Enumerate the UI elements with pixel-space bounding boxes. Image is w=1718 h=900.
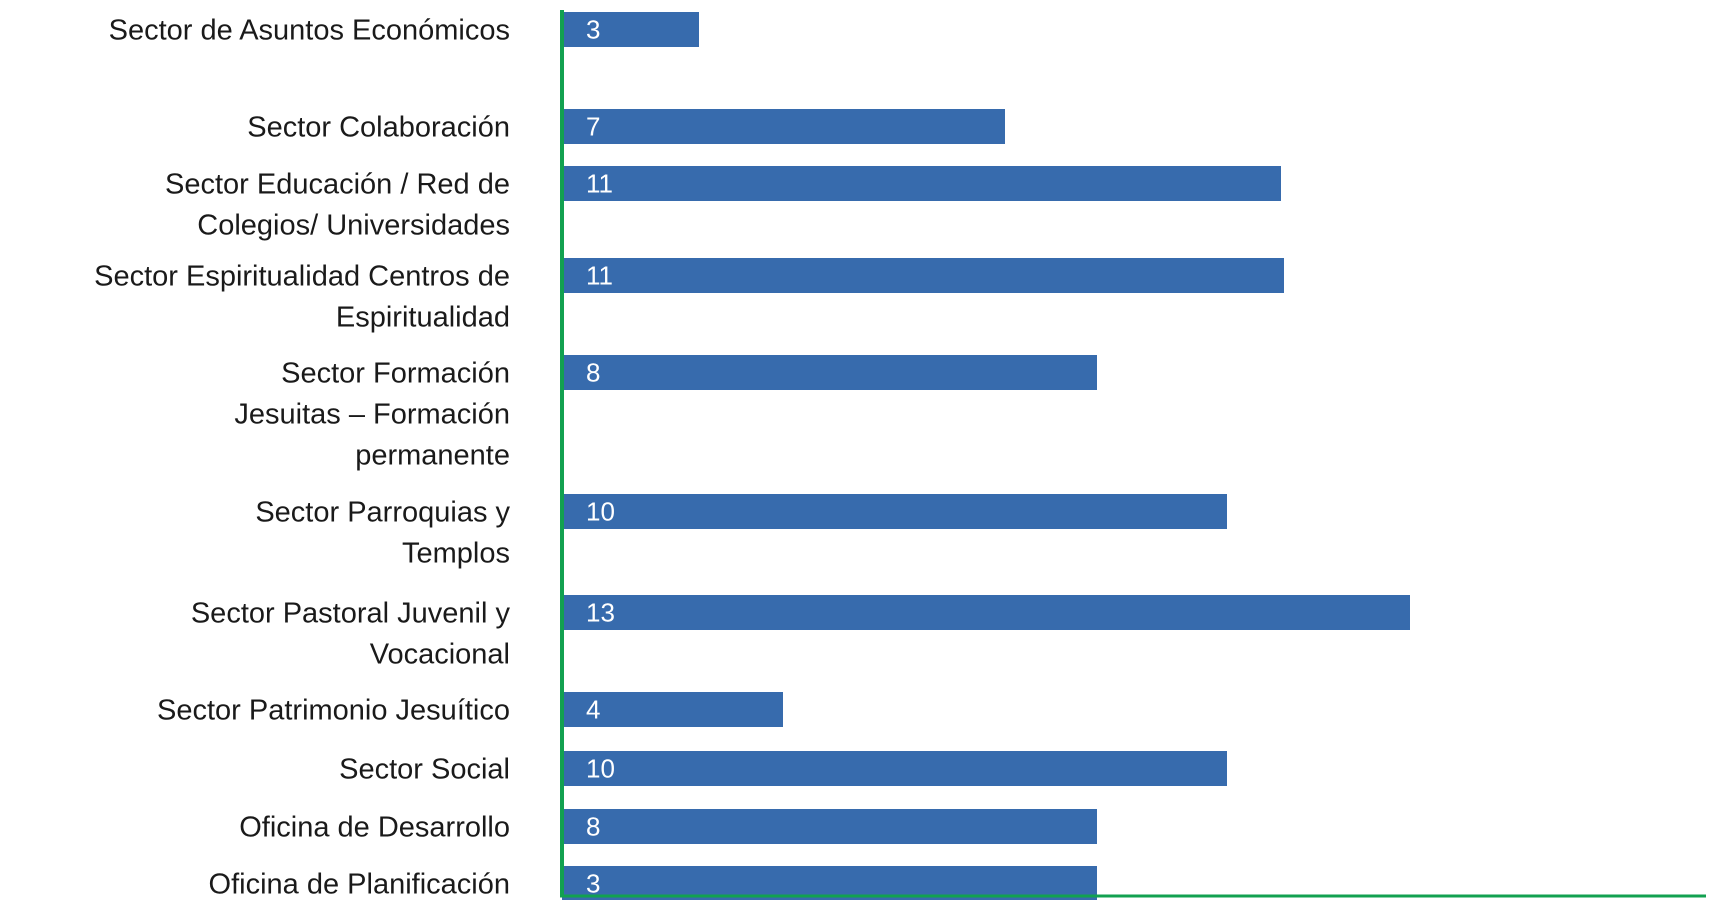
data-labels: 3 7 11 11 8 10 13 4 10 8 3 (586, 15, 615, 899)
category-label-line: Oficina de Planificación (209, 869, 510, 900)
bar-3 (562, 166, 1281, 201)
category-label-line: Sector Formación (281, 358, 510, 390)
category-label-3: Sector Educación / Red de Colegios/ Unive… (165, 169, 510, 242)
data-label-5: 8 (586, 358, 600, 388)
category-label-line: Sector Pastoral Juvenil y (191, 598, 511, 630)
bars-layer (562, 12, 1410, 900)
bar-1 (562, 12, 699, 47)
category-label-4: Sector Espiritualidad Centros de Espiritu… (94, 261, 510, 334)
data-label-4: 11 (586, 261, 613, 291)
bar-7 (562, 595, 1410, 630)
category-label-line: Vocacional (370, 639, 510, 671)
bar-11 (562, 866, 1097, 900)
data-label-1: 3 (586, 15, 600, 45)
axes (560, 10, 1706, 898)
data-label-6: 10 (586, 497, 615, 527)
category-label-line: permanente (355, 440, 510, 472)
category-label-8: Sector Patrimonio Jesuítico (157, 695, 510, 727)
category-label-6: Sector Parroquias y Templos (255, 497, 510, 570)
category-label-line: Espiritualidad (336, 302, 510, 334)
category-label-7: Sector Pastoral Juvenil y Vocacional (191, 598, 511, 671)
bar-10 (562, 809, 1097, 844)
data-label-11: 3 (586, 869, 600, 899)
bar-2 (562, 109, 1005, 144)
category-label-line: Colegios/ Universidades (197, 210, 510, 242)
bar-5 (562, 355, 1097, 390)
bar-8 (562, 692, 783, 727)
category-label-line: Templos (402, 538, 510, 570)
data-label-3: 11 (586, 169, 613, 199)
category-label-line: Jesuitas – Formación (234, 399, 510, 431)
category-label-9: Sector Social (339, 754, 510, 786)
category-label-line: Oficina de Desarrollo (239, 812, 510, 844)
data-label-7: 13 (586, 598, 615, 628)
category-label-line: Sector Espiritualidad Centros de (94, 261, 510, 293)
category-label-10: Oficina de Desarrollo (239, 812, 510, 844)
bar-9 (562, 751, 1227, 786)
category-label-2: Sector Colaboración (247, 112, 510, 144)
data-label-9: 10 (586, 754, 615, 784)
bar-4 (562, 258, 1284, 293)
category-label-11: Oficina de Planificación (209, 869, 510, 900)
bar-6 (562, 494, 1227, 529)
category-label-1: Sector de Asuntos Económicos (109, 15, 510, 47)
category-label-5: Sector Formación Jesuitas – Formación perm… (234, 358, 510, 472)
category-label-line: Sector Patrimonio Jesuítico (157, 695, 510, 727)
category-label-line: Sector de Asuntos Económicos (109, 15, 510, 47)
data-label-8: 4 (586, 695, 600, 725)
category-label-line: Sector Social (339, 754, 510, 786)
category-label-line: Sector Parroquias y (255, 497, 510, 529)
data-label-2: 7 (586, 112, 600, 142)
category-label-line: Sector Educación / Red de (165, 169, 510, 201)
data-label-10: 8 (586, 812, 600, 842)
category-labels: Sector de Asuntos Económicos Sector Colab… (94, 15, 510, 900)
category-label-line: Sector Colaboración (247, 112, 510, 144)
